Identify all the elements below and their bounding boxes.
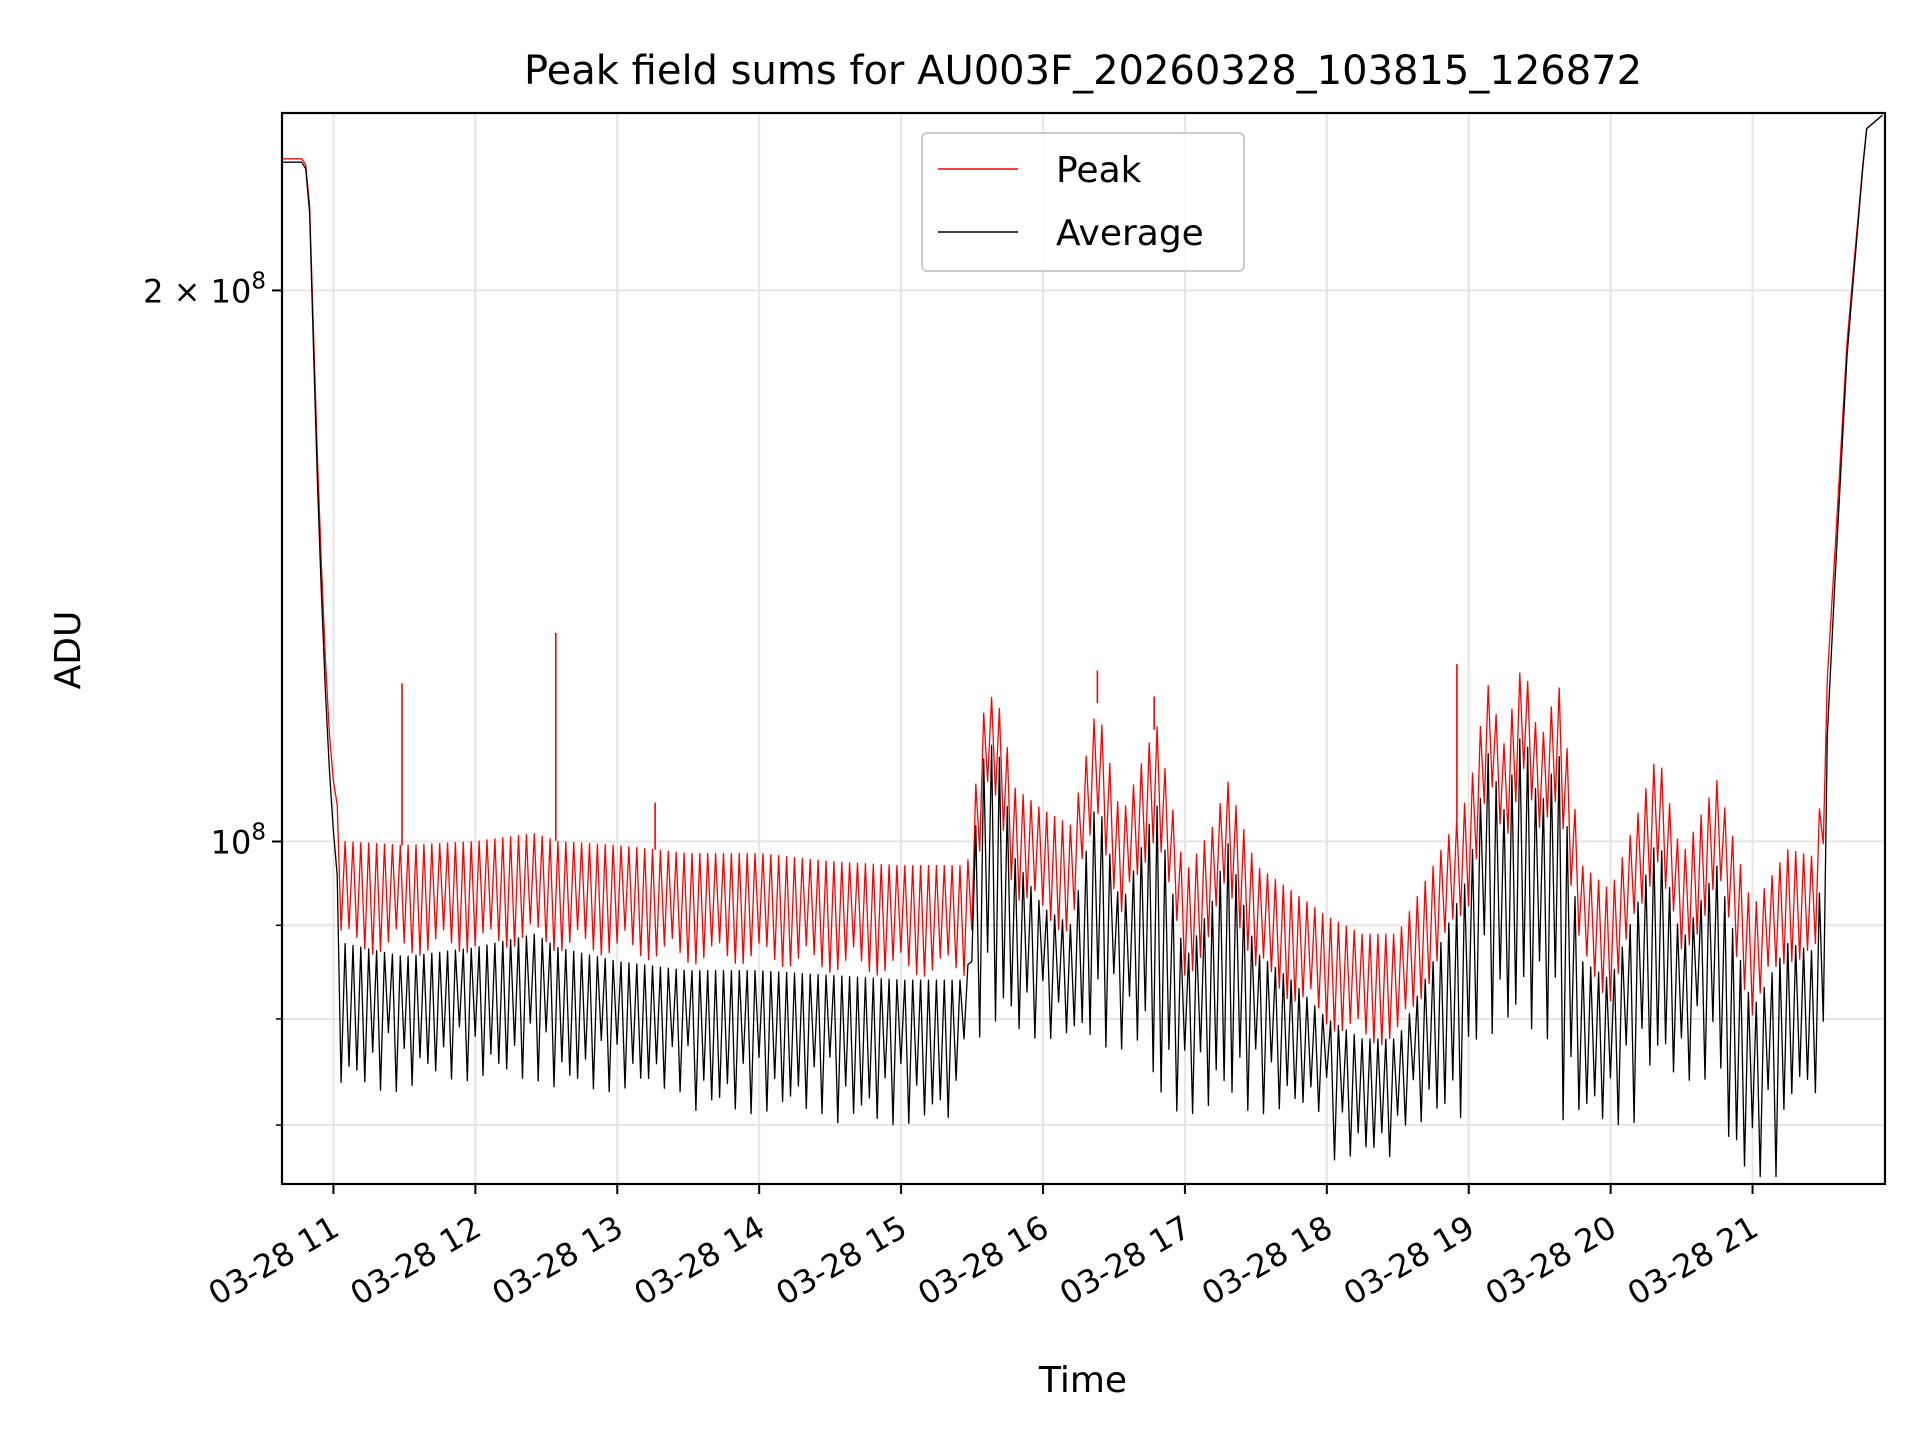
legend-label-peak: Peak <box>1056 150 1142 191</box>
x-axis-label: Time <box>1038 1360 1127 1401</box>
series-line-average <box>282 114 1883 1178</box>
legend-label-average: Average <box>1056 213 1204 254</box>
y-tick-label: 2 × 108 <box>143 268 266 310</box>
y-axis-label: ADU <box>48 611 89 690</box>
y-axis-ticks: 108 2 × 108 <box>143 268 282 1126</box>
series-layer <box>282 114 1883 1178</box>
series-line-peak <box>282 114 1883 1046</box>
y-tick-label: 108 <box>211 820 266 862</box>
plot-frame <box>280 111 1887 1186</box>
legend-box <box>921 132 1245 272</box>
legend: Peak Average <box>921 132 1245 272</box>
chart-title: Peak field sums for AU003F_20260328_1038… <box>524 48 1642 94</box>
